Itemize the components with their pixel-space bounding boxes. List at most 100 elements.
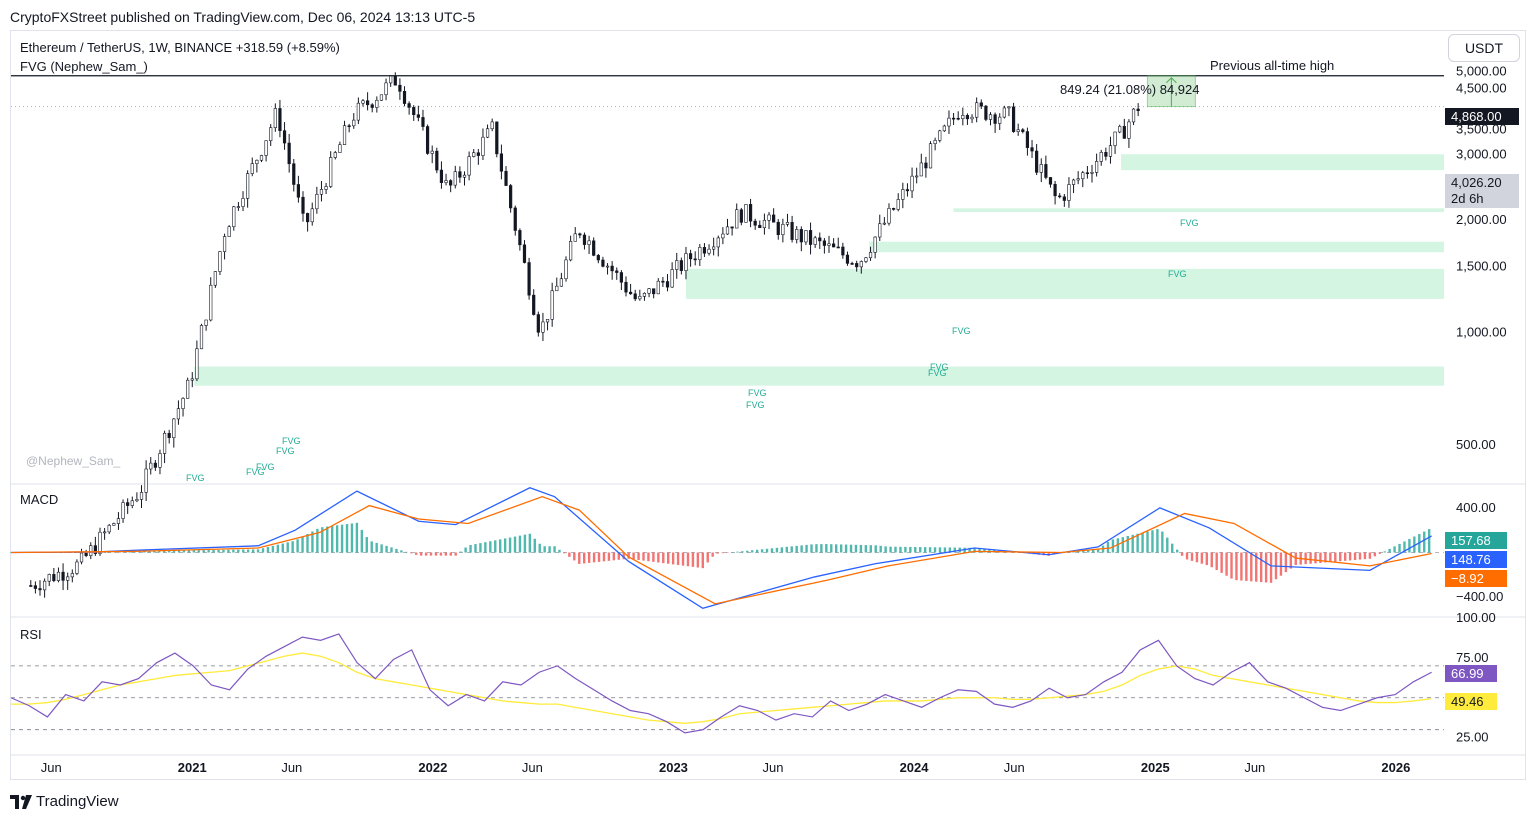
candle-body	[610, 265, 614, 272]
macd-histogram-bar	[1131, 534, 1134, 553]
time-axis-label: 2023	[659, 760, 688, 775]
candle-body	[956, 117, 960, 120]
macd-histogram-bar	[484, 542, 487, 553]
macd-histogram-bar	[587, 552, 591, 563]
candle-body	[587, 240, 591, 245]
candle-body	[790, 222, 794, 240]
macd-histogram-bar	[933, 547, 937, 553]
candle-body	[1122, 126, 1126, 139]
macd-histogram-bar	[434, 552, 438, 556]
candle-body	[652, 288, 656, 295]
macd-histogram-bar	[849, 544, 853, 553]
currency-button[interactable]: USDT	[1448, 34, 1520, 62]
footer-brand-label: TradingView	[36, 793, 119, 810]
candle-body	[204, 319, 208, 326]
fvg-label: FVG	[1180, 218, 1199, 228]
macd-histogram-bar	[227, 549, 230, 553]
macd-histogram-bar	[1245, 552, 1248, 581]
macd-histogram-bar	[928, 547, 932, 553]
macd-histogram-bar	[701, 552, 704, 569]
candle-body	[855, 263, 859, 268]
candle-body	[278, 108, 282, 131]
macd-histogram-bar	[1096, 549, 1100, 553]
candle-body	[679, 260, 683, 271]
candle-body	[324, 186, 328, 190]
candle-body	[241, 198, 245, 207]
candle-body	[1076, 178, 1080, 181]
candle-body	[504, 170, 508, 186]
candle-body	[569, 241, 573, 261]
macd-histogram-bar	[1121, 537, 1125, 553]
macd-histogram-bar	[1403, 541, 1406, 553]
macd-histogram-bar	[365, 537, 368, 553]
macd-histogram-bar	[153, 550, 156, 553]
macd-histogram-bar	[1240, 552, 1243, 581]
price-axis-label: 1,000.00	[1456, 324, 1507, 339]
candle-body	[296, 184, 300, 198]
candle-body	[725, 226, 730, 235]
candle-body	[246, 173, 250, 199]
macd-histogram-bar	[508, 537, 512, 553]
time-axis-label: 2024	[900, 760, 930, 775]
macd-histogram-bar	[1329, 552, 1332, 563]
price-axis-label: 1,500.00	[1456, 259, 1507, 274]
candle-body	[172, 418, 176, 438]
macd-histogram-bar	[1156, 529, 1159, 553]
candle-body	[1095, 161, 1099, 173]
macd-pane-label: MACD	[20, 492, 59, 507]
macd-histogram-bar	[1151, 530, 1154, 553]
candle-body	[984, 105, 988, 120]
signal-line	[10, 496, 1432, 605]
macd-histogram-bar	[1363, 552, 1367, 560]
macd-histogram-bar	[103, 552, 107, 553]
macd-histogram-bar	[696, 552, 700, 568]
macd-histogram-bar	[503, 538, 507, 553]
candle-body	[398, 84, 402, 92]
fvg-zone	[953, 208, 1444, 213]
time-axis-label: 2026	[1381, 760, 1410, 775]
candle-body	[730, 226, 734, 229]
macd-histogram-bar	[538, 543, 541, 553]
macd-histogram-bar	[1141, 532, 1144, 553]
macd-histogram-bar	[1250, 552, 1253, 582]
candle-body	[979, 102, 983, 107]
candle-body	[947, 117, 951, 127]
macd-histogram-bar	[592, 552, 596, 563]
macd-histogram-bar	[311, 531, 314, 553]
macd-histogram-bar	[1353, 552, 1357, 560]
macd-histogram-bar	[622, 552, 625, 560]
candle-body	[107, 524, 111, 533]
indicator-legend[interactable]: FVG (Nephew_Sam_)	[20, 59, 148, 74]
macd-histogram-bar	[889, 546, 892, 553]
candle-body	[924, 162, 928, 169]
price-axis-label: 3,000.00	[1456, 146, 1507, 161]
macd-histogram-bar	[330, 525, 334, 553]
candle-body	[698, 247, 702, 261]
macd-histogram-bar	[523, 534, 527, 553]
candle-body	[1081, 172, 1085, 180]
macd-histogram-bar	[429, 552, 433, 556]
macd-histogram-bar	[637, 552, 640, 560]
current-price-tag: 4,026.20 2d 6h	[1445, 174, 1519, 208]
candle-body	[882, 222, 886, 225]
candle-body	[716, 237, 720, 248]
candle-body	[513, 207, 517, 231]
symbol-legend[interactable]: Ethereum / TetherUS, 1W, BINANCE +318.59…	[20, 40, 340, 55]
candle-body	[121, 502, 125, 519]
macd-histogram-bar	[1171, 543, 1174, 553]
macd-histogram-bar	[385, 545, 388, 553]
candle-body	[389, 75, 393, 84]
macd-histogram-bar	[543, 546, 546, 553]
candle-body	[744, 204, 748, 223]
candle-body	[813, 237, 817, 245]
macd-histogram-bar	[1215, 552, 1218, 571]
candle-body	[476, 152, 480, 156]
footer-brand[interactable]: TradingView	[10, 793, 119, 810]
bar-countdown: 2d 6h	[1451, 191, 1484, 206]
candle-body	[384, 82, 388, 96]
fvg-label: FVG	[282, 436, 301, 446]
ath-price-tag: 4,868.00	[1445, 108, 1519, 125]
candle-body	[859, 261, 863, 268]
candle-body	[379, 94, 384, 101]
